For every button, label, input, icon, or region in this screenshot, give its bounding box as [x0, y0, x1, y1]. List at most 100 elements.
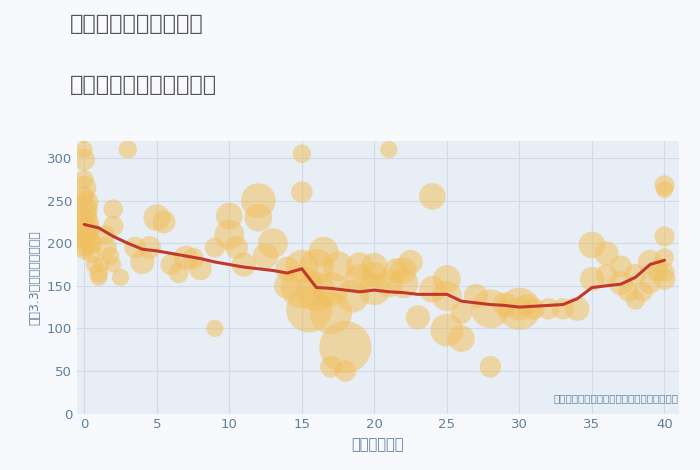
Point: [615, 262, 626, 270]
Point: [311, 288, 322, 296]
Point: [456, 309, 467, 317]
Point: [224, 231, 235, 238]
Point: [296, 284, 307, 291]
Point: [405, 258, 416, 266]
Point: [354, 275, 365, 283]
Point: [93, 269, 104, 277]
Point: [652, 266, 663, 274]
Point: [427, 193, 438, 200]
Point: [78, 146, 90, 153]
Point: [326, 363, 337, 370]
Point: [622, 288, 634, 296]
Point: [253, 214, 264, 221]
Point: [83, 227, 94, 234]
Point: [398, 266, 409, 274]
Point: [195, 265, 206, 273]
Point: [267, 239, 279, 247]
Point: [340, 344, 351, 351]
Point: [369, 285, 380, 293]
Point: [398, 280, 409, 287]
Point: [637, 288, 648, 296]
Point: [659, 233, 670, 240]
Point: [82, 198, 93, 206]
Point: [115, 274, 126, 281]
Point: [86, 250, 97, 257]
Point: [144, 244, 155, 251]
Point: [89, 261, 100, 268]
Point: [542, 305, 554, 313]
Point: [82, 236, 93, 243]
Point: [100, 244, 111, 251]
Text: 円の大きさは、取引のあった物件面積を示す: 円の大きさは、取引のあった物件面積を示す: [554, 393, 679, 403]
Point: [587, 275, 598, 283]
Point: [108, 222, 119, 230]
Point: [166, 261, 177, 268]
Point: [224, 212, 235, 219]
Point: [441, 292, 452, 300]
Point: [78, 133, 90, 141]
Point: [105, 252, 116, 260]
Point: [281, 265, 293, 273]
Point: [659, 186, 670, 193]
Point: [296, 150, 307, 157]
Point: [369, 271, 380, 279]
Point: [108, 261, 119, 268]
Point: [427, 285, 438, 293]
Point: [86, 239, 97, 247]
Point: [347, 292, 358, 300]
Point: [485, 305, 496, 313]
Point: [188, 255, 199, 262]
Point: [615, 280, 626, 287]
Point: [304, 306, 315, 313]
Point: [151, 214, 162, 221]
Point: [173, 269, 184, 277]
Point: [514, 305, 525, 313]
Point: [630, 297, 641, 304]
Point: [601, 271, 612, 279]
Point: [253, 197, 264, 204]
Point: [384, 146, 395, 153]
Point: [93, 274, 104, 281]
Point: [659, 254, 670, 261]
Y-axis label: 坪（3.3㎡）単価（万円）: 坪（3.3㎡）単価（万円）: [28, 230, 41, 325]
Point: [332, 262, 344, 270]
Point: [601, 250, 612, 257]
Point: [78, 246, 90, 254]
Point: [78, 176, 90, 183]
Point: [80, 242, 91, 250]
Point: [78, 205, 90, 213]
Point: [311, 262, 322, 270]
Point: [80, 225, 91, 233]
Text: 築年数別中古戸建て価格: 築年数別中古戸建て価格: [70, 75, 217, 95]
Point: [136, 258, 148, 266]
Point: [260, 252, 271, 260]
Point: [180, 254, 191, 261]
Point: [209, 325, 220, 332]
Point: [108, 205, 119, 213]
Text: 東京都練馬区東大泉の: 東京都練馬区東大泉の: [70, 14, 204, 34]
Point: [340, 367, 351, 375]
Point: [78, 219, 90, 227]
Point: [326, 309, 337, 317]
Point: [281, 282, 293, 290]
Point: [296, 188, 307, 196]
Point: [318, 248, 329, 256]
Point: [130, 244, 141, 251]
Point: [96, 261, 107, 268]
Point: [456, 335, 467, 342]
Point: [326, 285, 337, 293]
Point: [231, 244, 242, 251]
Point: [521, 301, 532, 308]
Point: [122, 146, 134, 153]
Point: [485, 363, 496, 370]
Point: [412, 313, 423, 321]
Point: [441, 275, 452, 283]
Point: [369, 262, 380, 270]
Point: [78, 184, 90, 192]
Point: [391, 266, 402, 274]
Point: [499, 301, 510, 308]
Point: [384, 280, 395, 287]
X-axis label: 築年数（年）: 築年数（年）: [351, 437, 405, 452]
Point: [100, 231, 111, 238]
Point: [209, 244, 220, 251]
